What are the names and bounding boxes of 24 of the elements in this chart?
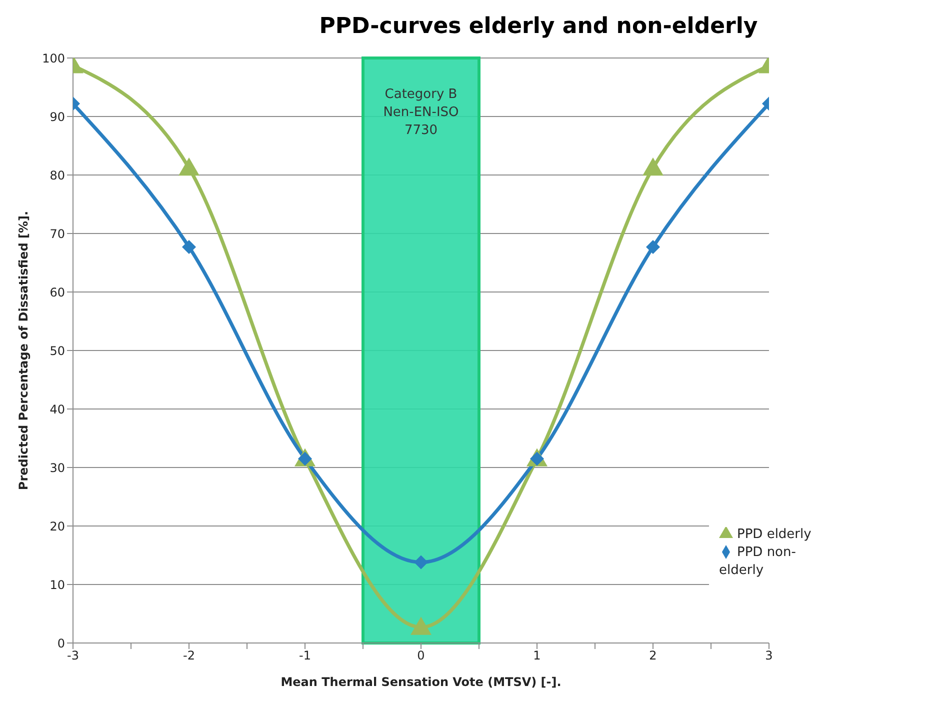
x-tick-label: 0 — [417, 648, 425, 663]
y-tick-label: 50 — [50, 344, 65, 358]
y-tick-label: 40 — [50, 402, 65, 416]
chart-title: PPD-curves elderly and non-elderly — [318, 13, 759, 41]
x-axis-title: Mean Thermal Sensation Vote (MTSV) [-]. — [280, 675, 562, 689]
x-tick-label: 3 — [765, 648, 773, 663]
x-tick-label: -3 — [67, 648, 79, 663]
y-tick-label: 0 — [57, 636, 65, 650]
x-tick-label: -2 — [183, 648, 195, 663]
y-tick-label: 20 — [50, 519, 65, 534]
y-tick-label: 60 — [50, 285, 65, 300]
y-tick-label: 90 — [50, 110, 65, 124]
x-tick-label: 1 — [533, 648, 541, 663]
y-tick-label: 10 — [50, 578, 65, 592]
band-label: Category B Nen-EN-ISO 7730 — [383, 87, 459, 138]
y-axis-title: Predicted Percentage of Dissatisfied [%]. — [16, 210, 30, 490]
y-tick-label: 100 — [42, 51, 65, 66]
y-tick-label: 30 — [50, 460, 65, 475]
y-tick-label: 80 — [50, 168, 65, 182]
legend-label: PPD elderly — [737, 527, 812, 542]
legend-label: PPD non-elderly — [719, 545, 796, 578]
x-tick-label: 2 — [649, 648, 657, 663]
x-tick-label: -1 — [299, 648, 311, 663]
y-tick-label: 70 — [50, 226, 65, 241]
